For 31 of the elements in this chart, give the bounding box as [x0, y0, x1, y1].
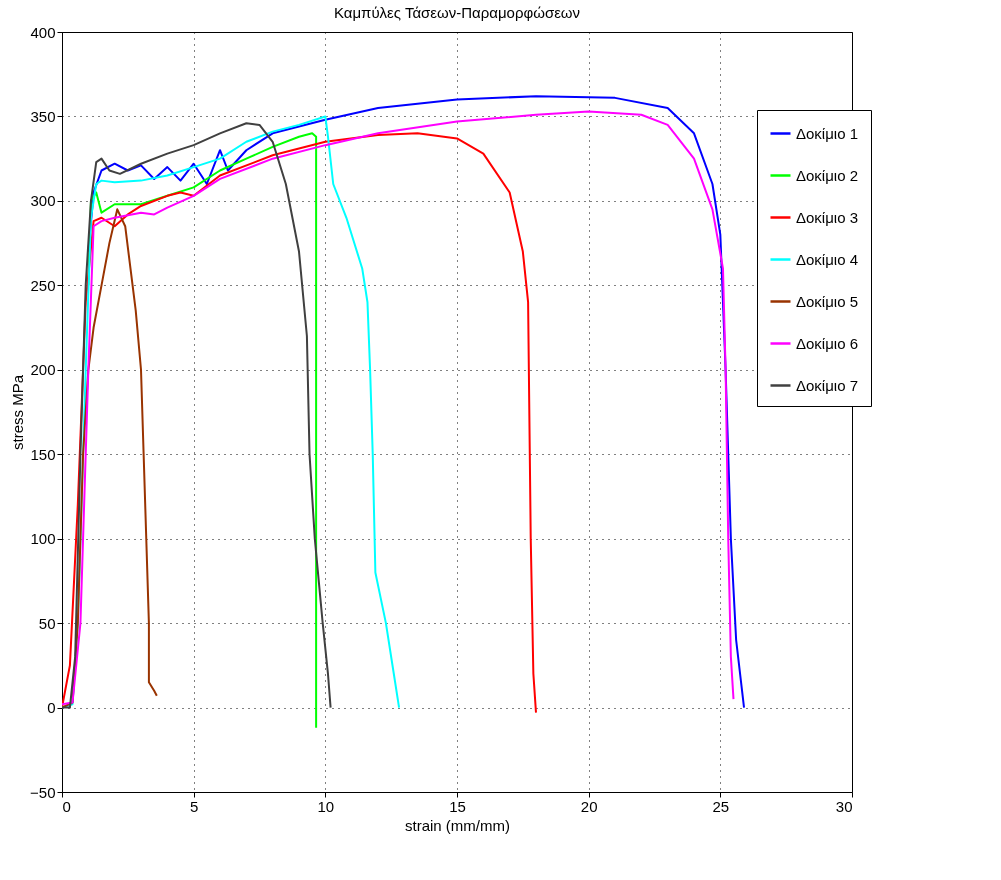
x-tick-label: 10: [317, 797, 335, 815]
y-tick-label: 200: [30, 361, 56, 379]
x-tick-label: 25: [712, 797, 730, 815]
chart-title: Καμπύλες Τάσεων-Παραμορφώσεων: [333, 4, 581, 21]
x-tick-label: 0: [62, 797, 71, 815]
legend-label: Δοκίμιο 1: [796, 124, 859, 142]
y-tick-label: 0: [47, 699, 56, 717]
x-tick-label: 15: [449, 797, 466, 815]
line-series: [87, 132, 318, 729]
y-tick-label: 350: [30, 107, 56, 125]
legend-label: Δοκίμιο 4: [796, 250, 859, 268]
y-tick-label: 50: [38, 614, 56, 632]
y-tick-label: 100: [30, 530, 56, 548]
y-tick-label: 400: [30, 23, 56, 41]
legend-label: Δοκίμιο 7: [796, 376, 859, 394]
x-tick-label: 30: [835, 797, 853, 815]
legend-label: Δοκίμιο 2: [796, 166, 859, 184]
legend-label: Δοκίμιο 6: [796, 334, 859, 352]
y-tick-label: 150: [30, 445, 56, 463]
line-series: [62, 132, 537, 714]
legend-label: Δοκίμιο 3: [796, 208, 859, 226]
x-tick-label: 5: [189, 797, 199, 815]
line-series: [62, 208, 158, 709]
line-series: [62, 122, 332, 709]
y-tick-label: 300: [30, 192, 56, 210]
x-axis-title: strain (mm/mm): [405, 816, 510, 834]
legend-label: Δοκίμιο 5: [796, 292, 859, 310]
y-tick-label: −50: [30, 783, 56, 801]
y-tick-label: 250: [30, 276, 56, 294]
y-axis-title: stress MPa: [9, 374, 27, 451]
x-tick-label: 20: [580, 797, 598, 815]
